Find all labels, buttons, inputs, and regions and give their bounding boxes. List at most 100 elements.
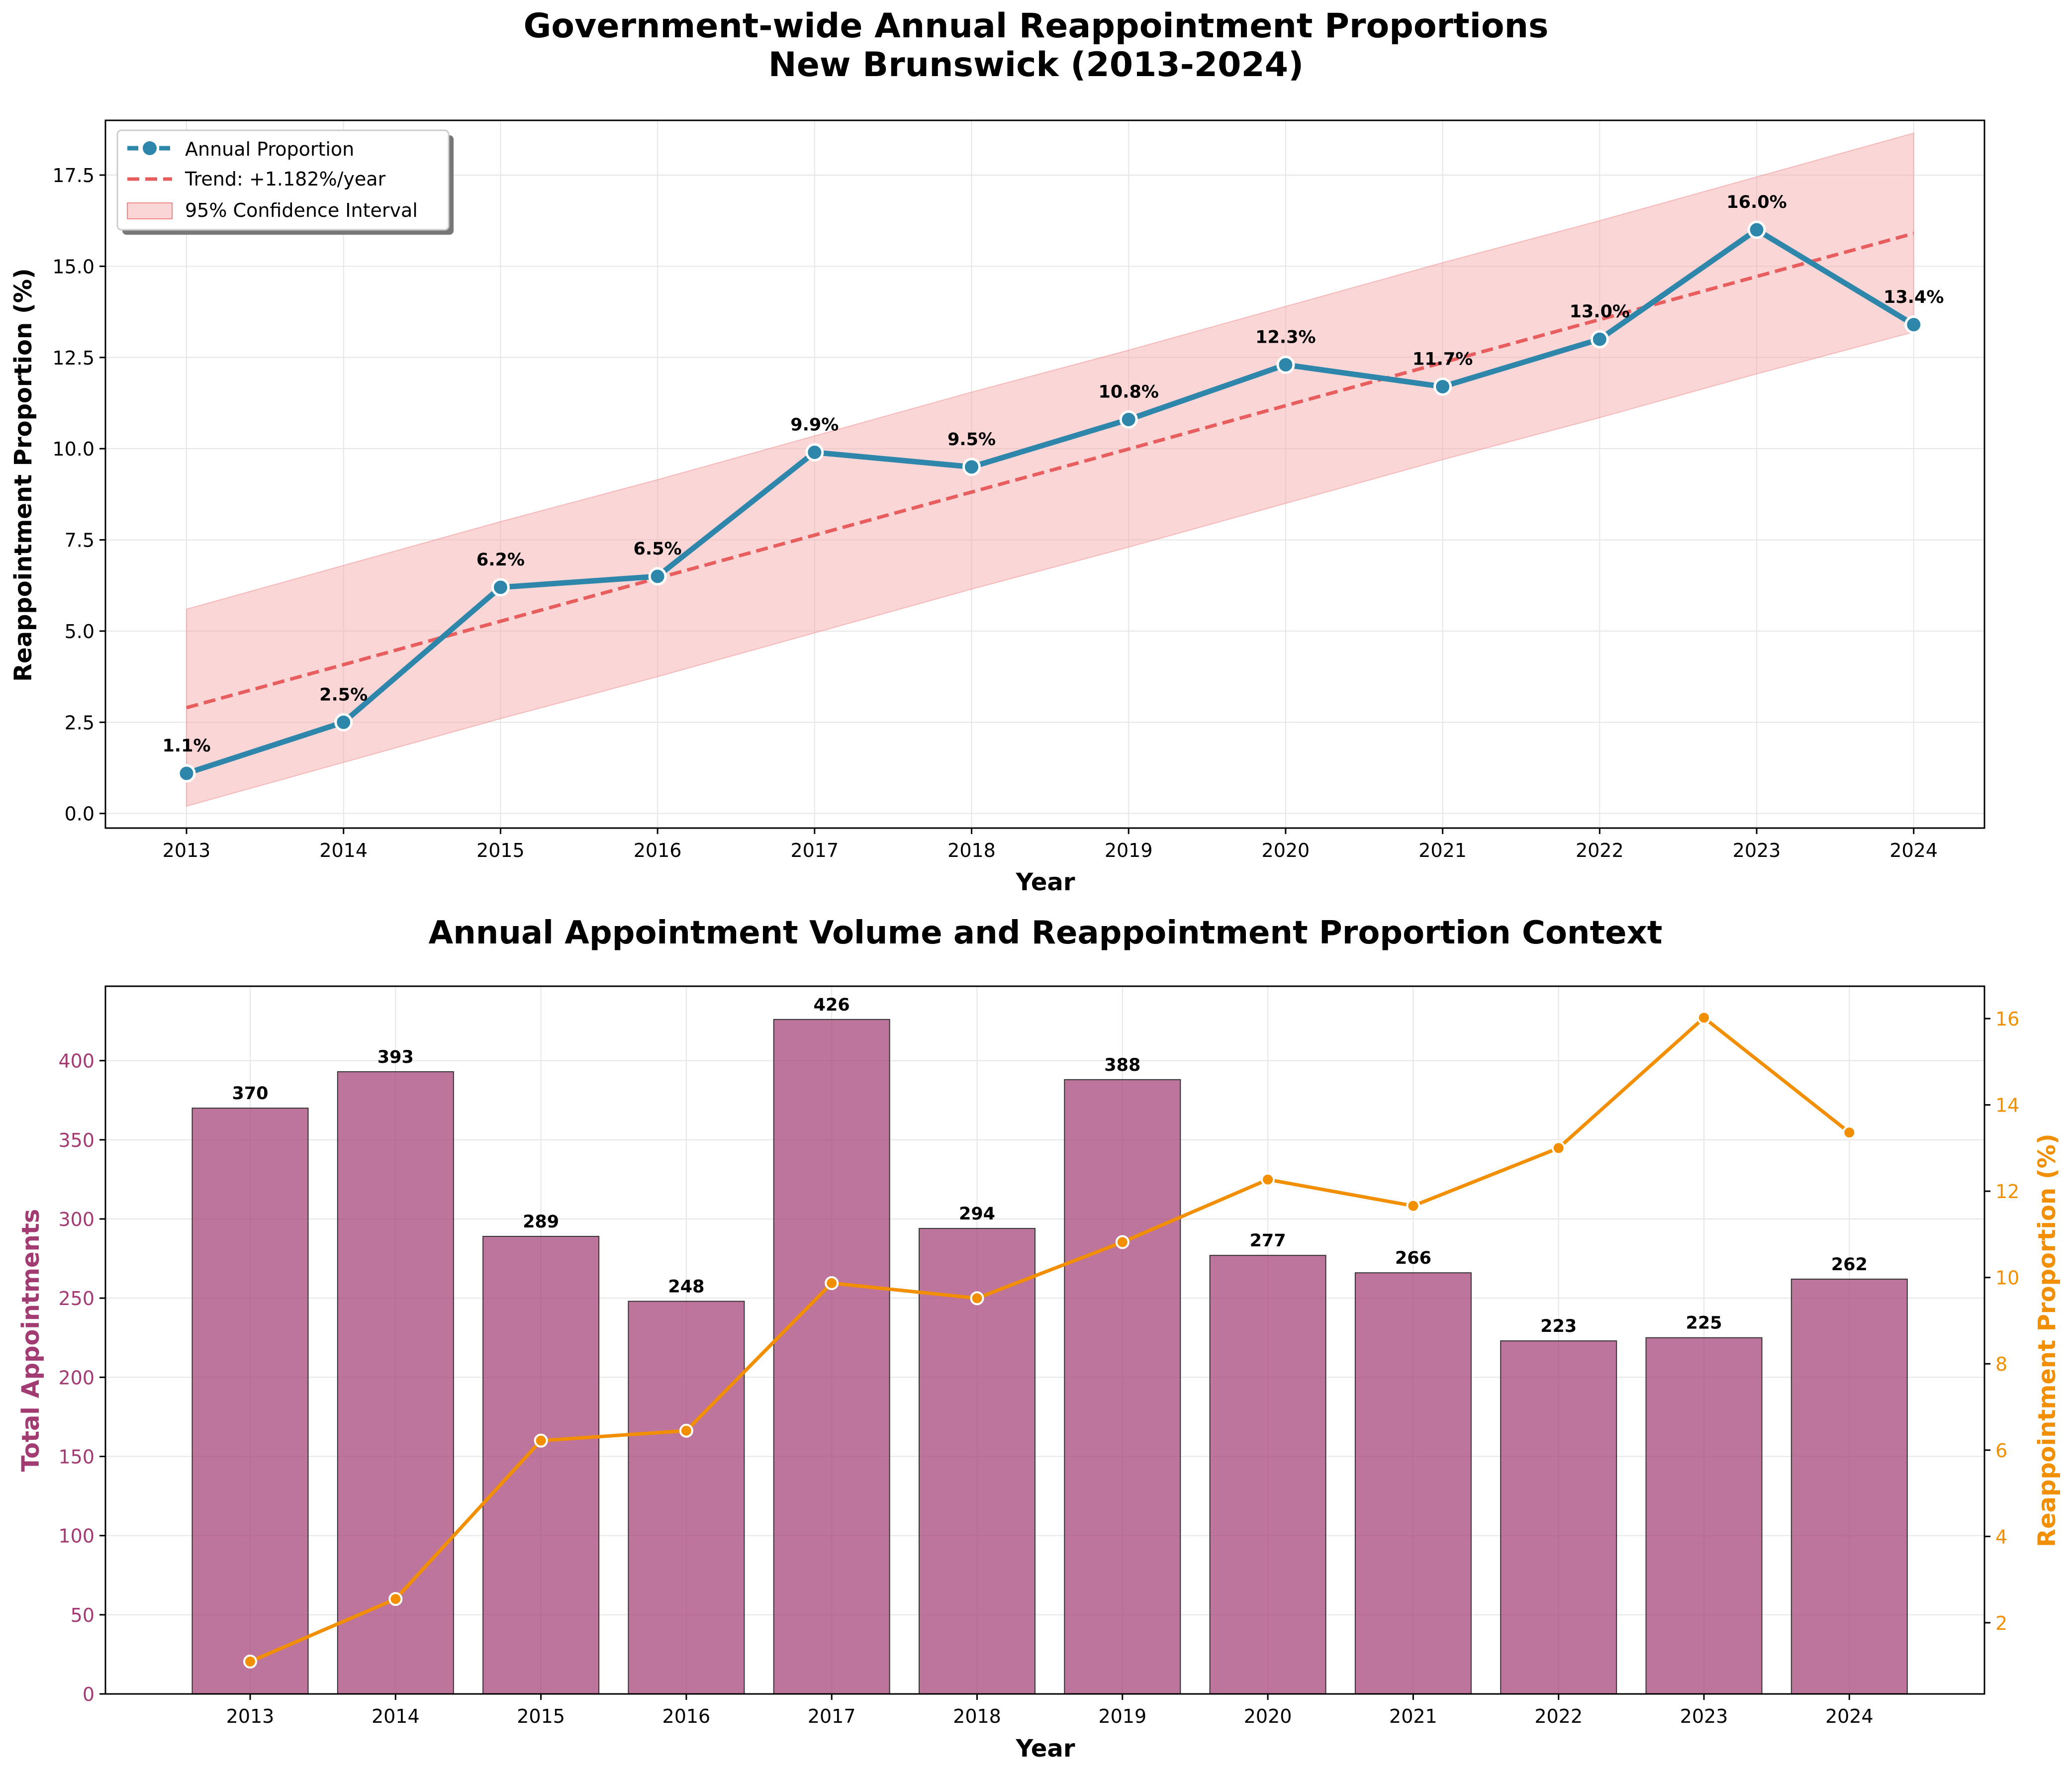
reappointment-point	[534, 1433, 548, 1448]
legend-label-trend: Trend: +1.182%/year	[185, 168, 386, 190]
bar	[337, 1071, 454, 1694]
reappointment-points	[243, 1011, 1857, 1669]
data-point	[1433, 377, 1452, 396]
y-tick-label: 2.5	[65, 712, 94, 734]
x-tick-label: 2014	[372, 1705, 420, 1727]
bar-value-label: 248	[668, 1277, 704, 1297]
x-tick-label: 2016	[634, 840, 682, 861]
data-label: 6.2%	[476, 550, 525, 570]
legend-box	[116, 129, 450, 231]
right-y-tick-label: 10	[1995, 1267, 2019, 1289]
bar-value-label: 289	[523, 1212, 559, 1232]
bar	[1790, 1278, 1908, 1694]
reappointment-point	[1115, 1235, 1130, 1249]
legend-label-band: 95% Confidence Interval	[185, 199, 418, 221]
reappointment-point	[1406, 1199, 1420, 1213]
legend-band-swatch	[127, 202, 173, 219]
data-label: 16.0%	[1726, 192, 1787, 212]
reappointment-path	[249, 1016, 1851, 1664]
bottom-left-y-axis-label: Total Appointments	[17, 1209, 45, 1472]
left-y-tick-label: 150	[58, 1446, 94, 1468]
left-y-tick-label: 50	[71, 1604, 94, 1626]
y-axis-ticks: 0.0 2.5 5.0 7.5 10.0 12.5 15.0 17.5	[52, 165, 105, 825]
right-y-tick-label: 12	[1995, 1181, 2019, 1203]
x-tick-label: 2020	[1262, 840, 1310, 861]
data-point	[962, 458, 981, 476]
x-tick-label: 2015	[517, 1705, 565, 1727]
reappointment-point	[388, 1592, 403, 1606]
x-tick-label: 2023	[1680, 1705, 1728, 1727]
x-tick-label: 2013	[163, 840, 211, 861]
right-y-tick-label: 2	[1995, 1612, 2007, 1634]
bar-value-label: 426	[814, 995, 850, 1015]
right-y-tick-label: 8	[1995, 1353, 2007, 1375]
bar	[919, 1228, 1036, 1694]
data-label: 9.9%	[790, 415, 839, 435]
y-tick-label: 7.5	[65, 530, 94, 552]
bottom-right-y-axis-label: Reappointment Proportion (%)	[2033, 1133, 2061, 1547]
trend-line	[186, 232, 1914, 710]
x-tick-label: 2022	[1576, 840, 1624, 861]
data-label: 13.0%	[1570, 302, 1630, 322]
y-tick-label: 17.5	[52, 165, 94, 187]
right-y-tick-label: 14	[1995, 1095, 2019, 1117]
x-axis-ticks: 2013 2014 2015 2016 2017 2018 2019 2020 2021 2022…	[163, 828, 1938, 861]
reappointment-point	[970, 1291, 984, 1306]
x-tick-label: 2018	[953, 1705, 1001, 1727]
reappointment-line	[249, 1016, 1851, 1664]
data-label: 11.7%	[1413, 349, 1473, 369]
data-point	[177, 764, 196, 783]
annual-proportion-path	[186, 227, 1915, 776]
data-point	[1119, 410, 1138, 429]
right-y-tick-label: 16	[1995, 1008, 2019, 1030]
reappointment-point	[1842, 1125, 1857, 1140]
y-tick-label: 5.0	[65, 621, 94, 643]
y-tick-label: 12.5	[52, 347, 94, 369]
annual-proportion-points	[177, 220, 1923, 783]
y-tick-label: 15.0	[52, 256, 94, 278]
x-tick-label: 2019	[1098, 1705, 1146, 1727]
left-y-tick-label: 0	[83, 1683, 94, 1705]
annual-proportion-line	[186, 227, 1915, 776]
x-tick-label: 2017	[790, 840, 839, 861]
bottom-plot-frame	[104, 985, 1985, 1695]
reappointment-point	[825, 1276, 839, 1290]
reappointment-point	[1261, 1172, 1275, 1187]
x-tick-label: 2023	[1733, 840, 1781, 861]
x-tick-label: 2024	[1825, 1705, 1874, 1727]
bar-value-label: 225	[1686, 1313, 1722, 1333]
bar	[482, 1235, 600, 1695]
data-label: 6.5%	[634, 539, 682, 559]
y-tick-label: 10.0	[52, 438, 94, 460]
reappointment-point	[1551, 1141, 1566, 1155]
bar	[773, 1019, 890, 1694]
data-labels: 1.1% 2.5% 6.2% 6.5% 9.9% 9.5% 10.8% 12.3% 11.7% 1…	[162, 192, 1944, 756]
bar-value-label: 393	[377, 1047, 414, 1067]
data-label: 2.5%	[319, 685, 368, 705]
bar	[1645, 1337, 1763, 1694]
bar-value-label: 223	[1540, 1316, 1577, 1336]
bottom-chart-title: Annual Appointment Volume and Reappointm…	[429, 915, 1663, 951]
data-point	[1590, 330, 1609, 349]
bar-value-labels: 370 393 289 248 426 294 388 277 266 223 225 262	[232, 995, 1867, 1336]
data-label: 1.1%	[162, 736, 210, 756]
right-y-axis-ticks: 2 4 6 8 10 12 14 16	[1984, 1008, 2019, 1634]
bottom-chart: Annual Appointment Volume and Reappointm…	[17, 915, 2061, 1763]
x-tick-label: 2020	[1244, 1705, 1292, 1727]
bar	[1500, 1340, 1617, 1695]
left-y-tick-label: 100	[58, 1525, 94, 1547]
x-tick-label: 2019	[1105, 840, 1153, 861]
data-label: 10.8%	[1098, 382, 1158, 402]
y-tick-label: 0.0	[65, 803, 94, 825]
left-y-tick-label: 350	[58, 1129, 94, 1151]
x-tick-label: 2024	[1889, 840, 1938, 861]
bar-value-label: 370	[232, 1084, 268, 1104]
x-tick-label: 2013	[226, 1705, 275, 1727]
top-chart-title-line1: Government-wide Annual Reappointment Pro…	[523, 6, 1548, 46]
reappointment-point	[1697, 1011, 1711, 1025]
x-tick-label: 2021	[1418, 840, 1467, 861]
x-tick-label: 2015	[476, 840, 525, 861]
top-x-axis-label: Year	[1016, 868, 1075, 896]
data-point	[1276, 355, 1295, 374]
